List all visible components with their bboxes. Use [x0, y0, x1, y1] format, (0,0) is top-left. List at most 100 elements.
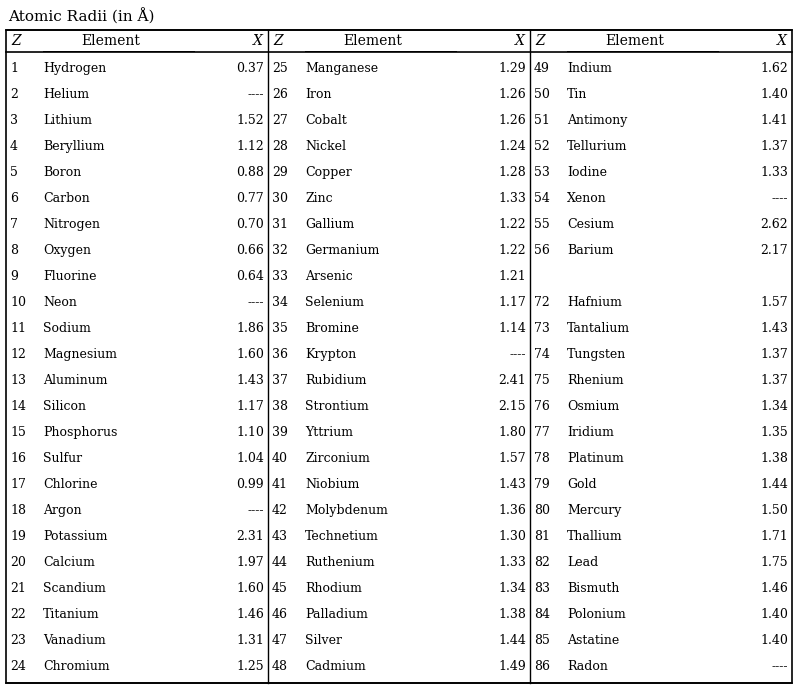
Text: Krypton: Krypton — [305, 348, 357, 361]
Text: Silver: Silver — [305, 634, 342, 647]
Text: 29: 29 — [272, 167, 288, 180]
Text: 1.40: 1.40 — [760, 88, 788, 102]
Text: Technetium: Technetium — [305, 530, 379, 543]
Text: Mercury: Mercury — [567, 504, 622, 517]
Text: 7: 7 — [10, 218, 18, 231]
Text: 1: 1 — [10, 62, 18, 75]
Text: 55: 55 — [534, 218, 550, 231]
Text: Manganese: Manganese — [305, 62, 378, 75]
Text: 73: 73 — [534, 322, 550, 335]
Text: 47: 47 — [272, 634, 288, 647]
Text: Cesium: Cesium — [567, 218, 614, 231]
Text: 30: 30 — [272, 192, 288, 205]
Text: 1.14: 1.14 — [498, 322, 526, 335]
Text: 1.30: 1.30 — [498, 530, 526, 543]
Text: 14: 14 — [10, 400, 26, 413]
Text: 10: 10 — [10, 296, 26, 309]
Text: ----: ---- — [247, 504, 264, 517]
Text: 1.22: 1.22 — [499, 218, 526, 231]
Text: Tungsten: Tungsten — [567, 348, 626, 361]
Text: 49: 49 — [534, 62, 550, 75]
Text: 31: 31 — [272, 218, 288, 231]
Text: 1.46: 1.46 — [236, 608, 264, 621]
Text: 80: 80 — [534, 504, 550, 517]
Text: Neon: Neon — [43, 296, 77, 309]
Text: Element: Element — [606, 34, 664, 48]
Text: 83: 83 — [534, 582, 550, 595]
Text: 1.17: 1.17 — [236, 400, 264, 413]
Text: Polonium: Polonium — [567, 608, 626, 621]
Text: Beryllium: Beryllium — [43, 140, 105, 153]
Text: Aluminum: Aluminum — [43, 374, 108, 387]
Text: X: X — [777, 34, 787, 48]
Text: 2: 2 — [10, 88, 18, 102]
Text: 1.10: 1.10 — [236, 426, 264, 439]
Text: Helium: Helium — [43, 88, 89, 102]
Text: 48: 48 — [272, 660, 288, 673]
Text: Z: Z — [273, 34, 282, 48]
Text: 1.97: 1.97 — [236, 556, 264, 569]
Text: Palladium: Palladium — [305, 608, 368, 621]
Text: 0.77: 0.77 — [236, 192, 264, 205]
Text: 86: 86 — [534, 660, 550, 673]
Text: 77: 77 — [534, 426, 550, 439]
Text: Rhenium: Rhenium — [567, 374, 624, 387]
Text: 26: 26 — [272, 88, 288, 102]
Text: 11: 11 — [10, 322, 26, 335]
Text: Boron: Boron — [43, 167, 81, 180]
Text: 6: 6 — [10, 192, 18, 205]
Text: 33: 33 — [272, 270, 288, 283]
Text: Z: Z — [11, 34, 21, 48]
Text: 8: 8 — [10, 244, 18, 257]
Text: Radon: Radon — [567, 660, 608, 673]
Text: 1.33: 1.33 — [498, 556, 526, 569]
Text: 42: 42 — [272, 504, 288, 517]
Text: Phosphorus: Phosphorus — [43, 426, 117, 439]
Text: 41: 41 — [272, 478, 288, 491]
Text: 1.60: 1.60 — [236, 582, 264, 595]
Text: 54: 54 — [534, 192, 550, 205]
Text: 32: 32 — [272, 244, 288, 257]
Text: 1.57: 1.57 — [499, 452, 526, 465]
Text: 28: 28 — [272, 140, 288, 153]
Text: Ruthenium: Ruthenium — [305, 556, 375, 569]
Text: Gold: Gold — [567, 478, 597, 491]
Text: 72: 72 — [534, 296, 550, 309]
Text: 23: 23 — [10, 634, 26, 647]
Text: Xenon: Xenon — [567, 192, 606, 205]
Text: Magnesium: Magnesium — [43, 348, 117, 361]
Text: 51: 51 — [534, 115, 550, 127]
Text: 78: 78 — [534, 452, 550, 465]
Text: Nitrogen: Nitrogen — [43, 218, 100, 231]
Text: 1.43: 1.43 — [498, 478, 526, 491]
Text: 1.36: 1.36 — [498, 504, 526, 517]
Text: 34: 34 — [272, 296, 288, 309]
Text: Argon: Argon — [43, 504, 81, 517]
Text: Zinc: Zinc — [305, 192, 333, 205]
Text: 1.37: 1.37 — [760, 374, 788, 387]
Text: 0.37: 0.37 — [236, 62, 264, 75]
Text: 2.31: 2.31 — [236, 530, 264, 543]
Text: 37: 37 — [272, 374, 288, 387]
Text: 1.62: 1.62 — [760, 62, 788, 75]
Text: 1.37: 1.37 — [760, 140, 788, 153]
Text: 43: 43 — [272, 530, 288, 543]
Text: Tin: Tin — [567, 88, 587, 102]
Text: 1.80: 1.80 — [498, 426, 526, 439]
Text: 1.71: 1.71 — [760, 530, 788, 543]
Text: 35: 35 — [272, 322, 288, 335]
Text: 2.62: 2.62 — [760, 218, 788, 231]
Text: 2.17: 2.17 — [760, 244, 788, 257]
Text: Chlorine: Chlorine — [43, 478, 97, 491]
Text: Hafnium: Hafnium — [567, 296, 622, 309]
Text: 21: 21 — [10, 582, 26, 595]
Text: 1.52: 1.52 — [236, 115, 264, 127]
Text: 1.38: 1.38 — [498, 608, 526, 621]
Text: 85: 85 — [534, 634, 550, 647]
Text: 36: 36 — [272, 348, 288, 361]
Text: 1.50: 1.50 — [760, 504, 788, 517]
Text: 1.35: 1.35 — [760, 426, 788, 439]
Text: 1.12: 1.12 — [236, 140, 264, 153]
Text: Fluorine: Fluorine — [43, 270, 97, 283]
Text: Potassium: Potassium — [43, 530, 108, 543]
